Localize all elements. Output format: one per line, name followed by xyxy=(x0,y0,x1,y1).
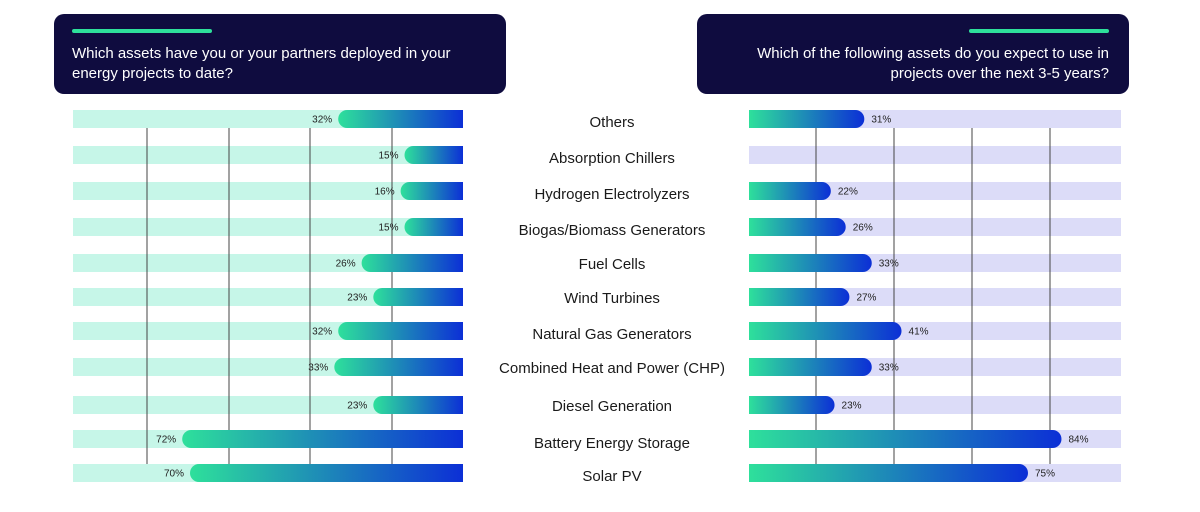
left-bar-wind-turbines xyxy=(373,288,463,306)
right-value-label-combined-heat-and-power-chp: 33% xyxy=(879,363,899,374)
right-value-label-fuel-cells: 33% xyxy=(879,259,899,270)
category-label-natural-gas-generators: Natural Gas Generators xyxy=(532,326,691,343)
left-bar-biogas-biomass-generators xyxy=(404,218,463,236)
right-bar-fuel-cells xyxy=(749,254,872,272)
right-bar-solar-pv xyxy=(749,464,1028,482)
left-value-label-hydrogen-electrolyzers: 16% xyxy=(375,187,395,198)
category-label-battery-energy-storage: Battery Energy Storage xyxy=(534,435,690,452)
right-bar-hydrogen-electrolyzers xyxy=(749,182,831,200)
right-value-label-diesel-generation: 23% xyxy=(842,401,862,412)
left-header-accent-line xyxy=(72,29,212,33)
right-bar-combined-heat-and-power-chp xyxy=(749,358,872,376)
left-value-label-solar-pv: 70% xyxy=(164,469,184,480)
right-value-label-others: 31% xyxy=(871,115,891,126)
left-bar-fuel-cells xyxy=(361,254,463,272)
right-bar-others xyxy=(749,110,865,128)
left-chart-header: Which assets have you or your partners d… xyxy=(54,14,506,94)
left-value-label-fuel-cells: 26% xyxy=(336,259,356,270)
right-bar-group xyxy=(749,110,1062,482)
left-value-label-combined-heat-and-power-chp: 33% xyxy=(308,363,328,374)
left-value-label-battery-energy-storage: 72% xyxy=(156,435,176,446)
right-bar-natural-gas-generators xyxy=(749,322,902,340)
left-bar-battery-energy-storage xyxy=(182,430,463,448)
category-label-solar-pv: Solar PV xyxy=(582,468,641,485)
right-bar-wind-turbines xyxy=(749,288,850,306)
left-chart-title: Which assets have you or your partners d… xyxy=(72,45,451,82)
right-bar-diesel-generation xyxy=(749,396,835,414)
right-value-label-biogas-biomass-generators: 26% xyxy=(853,223,873,234)
label-group: 32% 15% 16% 15% 26% 23% 32% 33% 23% 72% 70% 31% 22% 2… xyxy=(156,114,1088,485)
right-header-accent-line xyxy=(969,29,1109,33)
right-value-label-natural-gas-generators: 41% xyxy=(909,327,929,338)
left-bar-others xyxy=(338,110,463,128)
right-bar-biogas-biomass-generators xyxy=(749,218,846,236)
category-label-fuel-cells: Fuel Cells xyxy=(579,256,646,273)
category-label-diesel-generation: Diesel Generation xyxy=(552,398,672,415)
left-value-label-diesel-generation: 23% xyxy=(347,401,367,412)
left-track-wind-turbines xyxy=(73,288,463,306)
right-chart-title: Which of the following assets do you exp… xyxy=(757,45,1109,82)
right-value-label-wind-turbines: 27% xyxy=(856,293,876,304)
category-label-biogas-biomass-generators: Biogas/Biomass Generators xyxy=(519,222,706,239)
left-bar-natural-gas-generators xyxy=(338,322,463,340)
category-label-combined-heat-and-power-chp: Combined Heat and Power (CHP) xyxy=(499,360,725,377)
left-bar-absorption-chillers xyxy=(404,146,463,164)
left-value-label-others: 32% xyxy=(312,115,332,126)
left-track-biogas-biomass-generators xyxy=(73,218,463,236)
category-label-others: Others xyxy=(589,114,634,131)
right-value-label-solar-pv: 75% xyxy=(1035,469,1055,480)
left-track-hydrogen-electrolyzers xyxy=(73,182,463,200)
left-track-diesel-generation xyxy=(73,396,463,414)
right-value-label-battery-energy-storage: 84% xyxy=(1068,435,1088,446)
left-bar-diesel-generation xyxy=(373,396,463,414)
category-label-wind-turbines: Wind Turbines xyxy=(564,290,660,307)
left-bar-group xyxy=(182,110,463,482)
category-label-absorption-chillers: Absorption Chillers xyxy=(549,150,675,167)
left-value-label-wind-turbines: 23% xyxy=(347,293,367,304)
right-bar-battery-energy-storage xyxy=(749,430,1062,448)
left-track-absorption-chillers xyxy=(73,146,463,164)
left-value-label-biogas-biomass-generators: 15% xyxy=(378,223,398,234)
left-value-label-natural-gas-generators: 32% xyxy=(312,327,332,338)
right-track-diesel-generation xyxy=(749,396,1121,414)
right-track-absorption-chillers xyxy=(749,146,1121,164)
left-bar-solar-pv xyxy=(190,464,463,482)
right-value-label-hydrogen-electrolyzers: 22% xyxy=(838,187,858,198)
right-chart-header: Which of the following assets do you exp… xyxy=(697,14,1129,94)
left-value-label-absorption-chillers: 15% xyxy=(378,151,398,162)
category-label-hydrogen-electrolyzers: Hydrogen Electrolyzers xyxy=(534,186,689,203)
left-bar-hydrogen-electrolyzers xyxy=(400,182,463,200)
right-track-hydrogen-electrolyzers xyxy=(749,182,1121,200)
left-bar-combined-heat-and-power-chp xyxy=(334,358,463,376)
